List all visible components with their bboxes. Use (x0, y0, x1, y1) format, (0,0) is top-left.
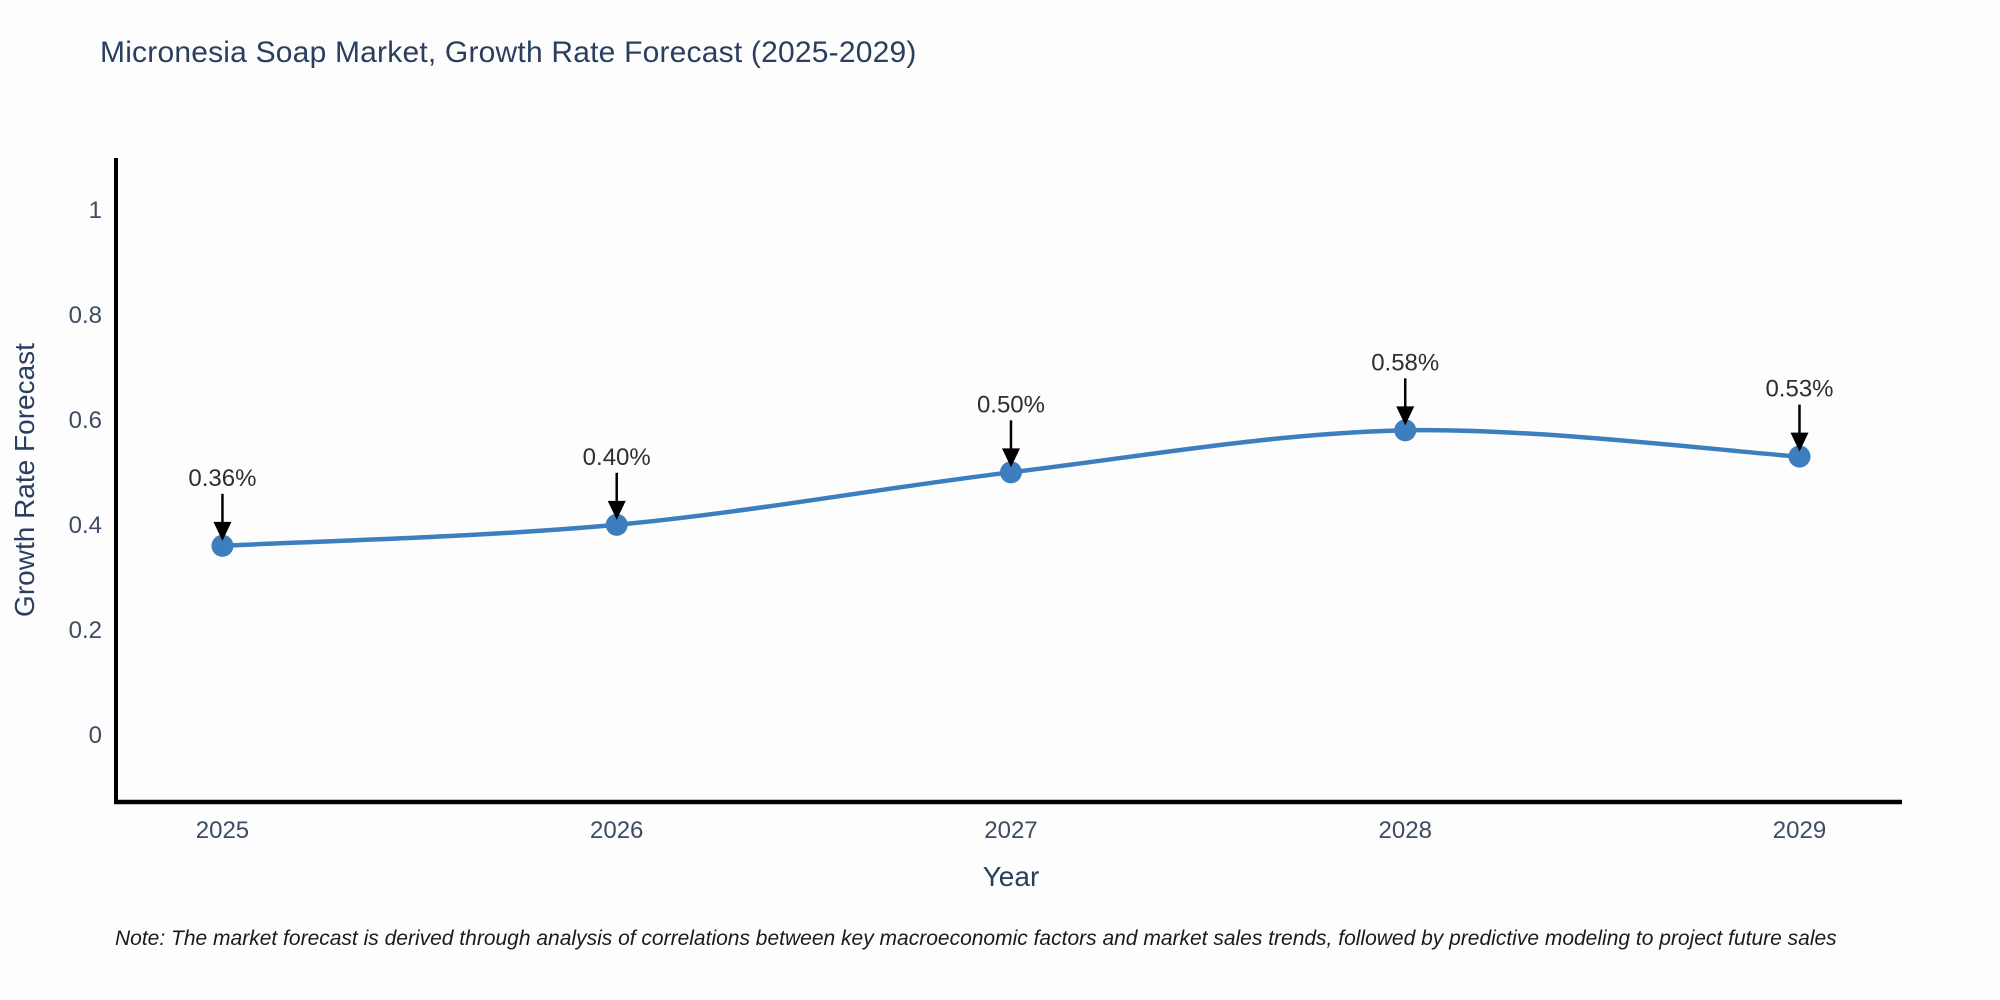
data-point-2027[interactable] (999, 461, 1022, 484)
annotation-label: 0.36% (188, 465, 256, 492)
x-tick-label: 2026 (590, 817, 643, 844)
annotation-arrowhead (213, 521, 232, 541)
x-tick-label: 2029 (1773, 817, 1826, 844)
x-axis-title: Year (983, 861, 1040, 892)
annotation-arrowhead (607, 500, 626, 520)
data-point-2026[interactable] (605, 513, 628, 536)
x-tick-label: 2027 (984, 817, 1037, 844)
plot-generated-group: 0 0.2 0.4 0.6 0.8 1 2025 2026 2027 2028 2029 0.36% 0… (69, 158, 1902, 844)
data-point-2029[interactable] (1788, 445, 1811, 468)
x-tick-label: 2025 (196, 817, 249, 844)
annotation-arrowhead (1001, 448, 1020, 468)
annotation-label: 0.40% (583, 444, 651, 471)
chart-title: Micronesia Soap Market, Growth Rate Fore… (100, 36, 917, 69)
data-point-2025[interactable] (211, 534, 234, 557)
y-tick-label: 0.4 (69, 512, 102, 539)
annotation-arrowhead (1396, 406, 1415, 426)
y-tick-label: 0.8 (69, 302, 102, 329)
y-tick-label: 0 (89, 722, 102, 749)
y-axis-title: Growth Rate Forecast (9, 343, 40, 617)
y-tick-label: 0.2 (69, 617, 102, 644)
annotation-label: 0.50% (977, 391, 1045, 418)
annotation-label: 0.58% (1371, 349, 1439, 376)
annotation-arrowhead (1790, 432, 1809, 452)
annotation-label: 0.53% (1765, 376, 1833, 403)
footnote: Note: The market forecast is derived thr… (115, 927, 1837, 950)
data-point-2028[interactable] (1394, 419, 1417, 442)
x-tick-label: 2028 (1379, 817, 1432, 844)
y-tick-label: 0.6 (69, 407, 102, 434)
y-tick-label: 1 (89, 197, 102, 224)
